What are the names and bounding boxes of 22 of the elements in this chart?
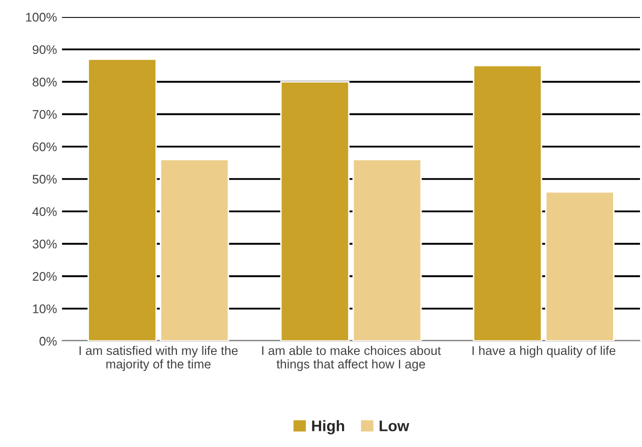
bar (545, 191, 614, 341)
y-tick-label: 90% (32, 45, 57, 54)
y-tick-label: 20% (32, 272, 57, 281)
y-tick-label: 60% (32, 142, 57, 152)
x-tick-label: I am satisfied with my life the majority of the time (80, 346, 238, 371)
y-tick-label: 80% (32, 78, 57, 86)
y-tick-label: 0% (40, 336, 57, 346)
y-tick-label: 10% (33, 304, 57, 314)
y-tick-label: 70% (32, 110, 57, 119)
legend-label: High (312, 420, 344, 434)
bar (88, 58, 157, 341)
x-tick-label: I have a high quality of life (472, 346, 616, 358)
legend-label: Low (380, 420, 410, 432)
bar (352, 158, 422, 341)
x-tick-label: I am able to make choices about things that affect how I age (262, 346, 441, 371)
y-tick-label: 40% (32, 207, 57, 216)
y-tick-label: 30% (32, 240, 57, 248)
bar (472, 64, 542, 341)
bar (280, 81, 350, 341)
y-tick-label: 50% (32, 174, 57, 184)
bar (160, 158, 230, 341)
y-tick-label: 100% (26, 12, 57, 22)
